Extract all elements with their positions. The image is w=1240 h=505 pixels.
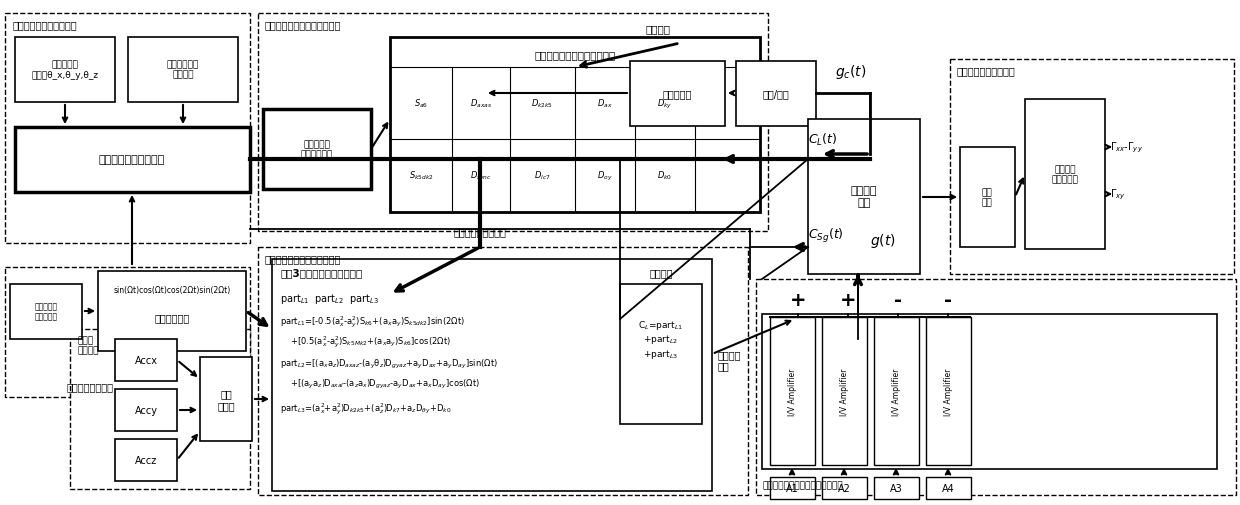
Bar xyxy=(737,62,816,127)
Text: $D_{axas}$: $D_{axas}$ xyxy=(470,97,492,110)
Bar xyxy=(5,14,250,243)
Bar xyxy=(1025,100,1105,249)
Bar xyxy=(69,329,250,489)
Text: 低通
滤波器: 低通 滤波器 xyxy=(217,388,234,410)
Bar xyxy=(128,38,238,103)
Text: I/V Amplifier: I/V Amplifier xyxy=(944,368,952,415)
Text: part$_{L1}$=[-0.5(a$_x^2$-a$_y^2$)S$_{k6}$+(a$_x$a$_y$)S$_{k5dk2}$]sin(2Ωt): part$_{L1}$=[-0.5(a$_x^2$-a$_y^2$)S$_{k6… xyxy=(280,315,465,330)
Text: 自梯度补偿信号产生模块: 自梯度补偿信号产生模块 xyxy=(12,20,78,30)
Text: +[(a$_y$a$_z$)D$_{axal}$-(a$_z$a$_x$)D$_{gyaz}$-a$_y$D$_{ax}$+a$_x$D$_{ay}$]cos(: +[(a$_y$a$_z$)D$_{axal}$-(a$_z$a$_x$)D$_… xyxy=(290,377,480,390)
Text: 产生调制的自梯度信号: 产生调制的自梯度信号 xyxy=(99,155,165,165)
Text: $D_{sync}$: $D_{sync}$ xyxy=(470,169,492,182)
Bar xyxy=(15,128,250,192)
Bar xyxy=(258,247,748,495)
Bar xyxy=(15,38,115,103)
Bar xyxy=(770,477,815,499)
Text: 调节模式: 调节模式 xyxy=(645,24,670,34)
Text: $D_{ky}$: $D_{ky}$ xyxy=(657,97,672,110)
Text: 重力梯度仪
姿态角θ_x,θ_y,θ_z: 重力梯度仪 姿态角θ_x,θ_y,θ_z xyxy=(31,60,98,80)
Text: Accz: Accz xyxy=(135,455,157,465)
Text: $D_{lc7}$: $D_{lc7}$ xyxy=(534,169,551,182)
Text: $g_c(t)$: $g_c(t)$ xyxy=(835,63,867,81)
Bar xyxy=(763,315,1216,469)
Text: 线运动误差传送系数处理模块: 线运动误差传送系数处理模块 xyxy=(265,20,341,30)
Text: 线运动
检测模块: 线运动 检测模块 xyxy=(77,335,98,355)
Text: 正交梯度
测量滤波器: 正交梯度 测量滤波器 xyxy=(1052,165,1079,184)
Bar xyxy=(258,14,768,231)
Bar xyxy=(98,272,246,351)
Text: A1: A1 xyxy=(786,483,799,493)
Bar xyxy=(10,284,82,339)
Text: 重力梯度仪加速度计信号处理模块: 重力梯度仪加速度计信号处理模块 xyxy=(763,480,843,489)
Text: Accy: Accy xyxy=(134,405,157,415)
Text: $D_{k0}$: $D_{k0}$ xyxy=(657,169,672,182)
Text: 线运动误差补偿信号产生模块: 线运动误差补偿信号产生模块 xyxy=(265,254,341,264)
Text: 补偿信号: 补偿信号 xyxy=(650,268,673,277)
Text: part$_{L2}$=[(a$_x$a$_z$)D$_{axaz}$-(a$_y$θ$_z$)D$_{gyaz}$+a$_y$D$_{ax}$+a$_y$D$: part$_{L2}$=[(a$_x$a$_z$)D$_{axaz}$-(a$_… xyxy=(280,358,498,370)
Text: Accx: Accx xyxy=(134,356,157,365)
Text: sin(Ωt)cos(Ωt)cos(2Ωt)sin(2Ωt): sin(Ωt)cos(Ωt)cos(2Ωt)sin(2Ωt) xyxy=(113,285,231,294)
Text: 线运动误差
传递系数初值: 线运动误差 传递系数初值 xyxy=(301,140,334,160)
Text: 补偿模式
切换: 补偿模式 切换 xyxy=(718,349,742,371)
Bar xyxy=(115,439,177,481)
Text: A3: A3 xyxy=(889,483,903,493)
Bar xyxy=(822,317,867,465)
Text: +[0.5(a$_x^2$-a$_y^2$)S$_{k5Mk2}$+(a$_x$a$_y$)S$_{k6}$]cos(2Ωt): +[0.5(a$_x^2$-a$_y^2$)S$_{k5Mk2}$+(a$_x$… xyxy=(290,334,451,350)
Bar xyxy=(926,477,971,499)
Bar xyxy=(822,477,867,499)
Bar xyxy=(950,60,1234,274)
Text: $\Gamma_{xy}$: $\Gamma_{xy}$ xyxy=(1110,187,1126,202)
Text: $D_{ax}$: $D_{ax}$ xyxy=(598,97,613,110)
Text: -: - xyxy=(894,290,901,309)
Text: A4: A4 xyxy=(941,483,955,493)
Text: 计算3类线运动误差补偿信号: 计算3类线运动误差补偿信号 xyxy=(280,268,362,277)
Bar xyxy=(874,477,919,499)
Text: 补偿运算
模块: 补偿运算 模块 xyxy=(851,186,877,208)
Text: I/V Amplifier: I/V Amplifier xyxy=(839,368,848,415)
Text: 滤波/解调: 滤波/解调 xyxy=(763,89,790,99)
Text: $S_{a6}$: $S_{a6}$ xyxy=(414,97,428,110)
Text: 产生参考信号: 产生参考信号 xyxy=(154,313,190,322)
Text: 参考信号产生模块: 参考信号产生模块 xyxy=(67,381,114,391)
Text: 控制器模块: 控制器模块 xyxy=(662,89,692,99)
Bar xyxy=(115,389,177,431)
Text: $S_{k5dk2}$: $S_{k5dk2}$ xyxy=(409,169,433,182)
Text: $D_{oy}$: $D_{oy}$ xyxy=(598,169,613,182)
Text: 梯度仪圆盘
旋转相位角: 梯度仪圆盘 旋转相位角 xyxy=(35,301,57,321)
Bar xyxy=(926,317,971,465)
Text: 放大
缩放: 放大 缩放 xyxy=(982,188,992,207)
Text: C$_L$=part$_{L1}$
+part$_{L2}$
+part$_{L3}$: C$_L$=part$_{L1}$ +part$_{L2}$ +part$_{L… xyxy=(639,318,683,361)
Text: part$_{L3}$=(a$_x^2$+a$_y^2$)D$_{k2k5}$+(a$_z^2$)D$_{k7}$+a$_z$D$_{θy}$+D$_{k0}$: part$_{L3}$=(a$_x^2$+a$_y^2$)D$_{k2k5}$+… xyxy=(280,401,451,417)
Bar xyxy=(272,260,712,491)
Bar xyxy=(391,38,760,213)
Bar xyxy=(770,317,815,465)
Bar xyxy=(200,358,252,441)
Text: 自梯度补偿模式切换: 自梯度补偿模式切换 xyxy=(454,227,506,236)
Text: +: + xyxy=(790,290,806,309)
Bar xyxy=(263,110,371,189)
Text: part$_{L1}$  part$_{L2}$  part$_{L3}$: part$_{L1}$ part$_{L2}$ part$_{L3}$ xyxy=(280,291,379,306)
Bar xyxy=(874,317,919,465)
Bar xyxy=(808,120,920,274)
Text: 重力梯度信号恢复模块: 重力梯度信号恢复模块 xyxy=(957,66,1016,76)
Text: 线运动误差传递系数实时修正: 线运动误差传递系数实时修正 xyxy=(534,50,615,60)
Bar xyxy=(756,279,1236,495)
Bar xyxy=(5,268,250,397)
Text: $C_{Sg}(t)$: $C_{Sg}(t)$ xyxy=(808,227,843,244)
Text: -: - xyxy=(944,290,952,309)
Bar xyxy=(115,339,177,381)
Text: $g(t)$: $g(t)$ xyxy=(870,231,895,249)
Text: I/V Amplifier: I/V Amplifier xyxy=(892,368,900,415)
Text: $D_{k2k5}$: $D_{k2k5}$ xyxy=(532,97,553,110)
Text: $C_L(t)$: $C_L(t)$ xyxy=(808,132,837,147)
Bar xyxy=(620,284,702,424)
Bar xyxy=(630,62,725,127)
Text: $\Gamma_{xx}$-$\Gamma_{yy}$: $\Gamma_{xx}$-$\Gamma_{yy}$ xyxy=(1110,140,1143,155)
Text: A2: A2 xyxy=(837,483,851,493)
Text: 标定的自梯度
模型参数: 标定的自梯度 模型参数 xyxy=(167,60,200,80)
Bar xyxy=(960,147,1016,247)
Text: +: + xyxy=(839,290,857,309)
Text: I/V Amplifier: I/V Amplifier xyxy=(787,368,796,415)
